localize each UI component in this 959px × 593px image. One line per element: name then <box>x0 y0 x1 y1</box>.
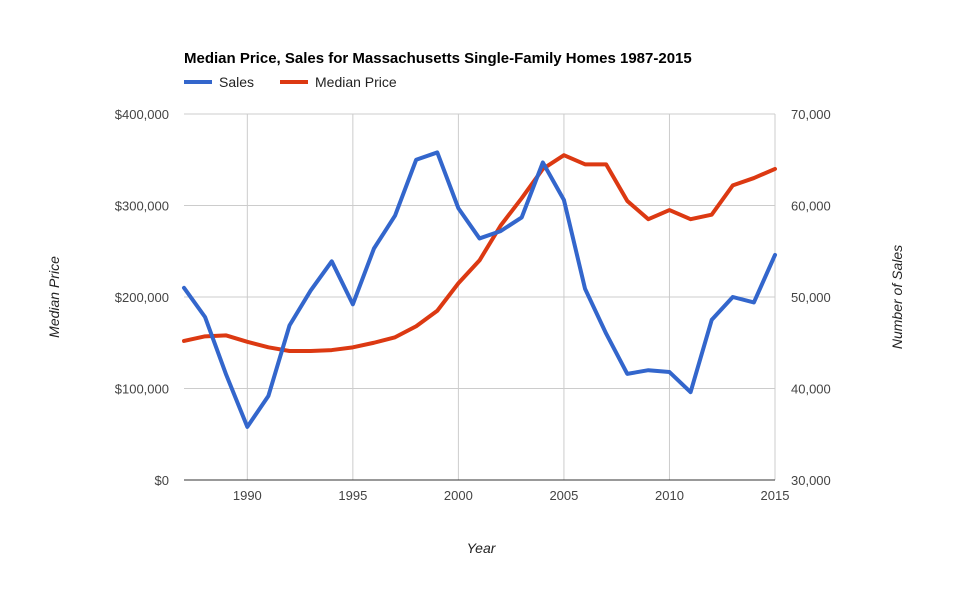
legend-label-median-price: Median Price <box>315 74 397 90</box>
x-tick-label: 1995 <box>338 488 367 503</box>
right-axis-ticks: 30,000 40,000 50,000 60,000 70,000 <box>791 107 831 488</box>
legend: Sales Median Price <box>184 74 397 90</box>
x-tick-label: 2000 <box>444 488 473 503</box>
left-axis-ticks: $0 $100,000 $200,000 $300,000 $400,000 <box>115 107 169 488</box>
x-axis-title: Year <box>467 540 497 556</box>
series-line-sales <box>182 150 777 429</box>
right-tick-label: 70,000 <box>791 107 831 122</box>
series-layer <box>182 150 777 429</box>
left-tick-label: $200,000 <box>115 290 169 305</box>
grid <box>184 113 776 481</box>
right-tick-label: 60,000 <box>791 199 831 214</box>
x-tick-label: 2015 <box>761 488 790 503</box>
left-tick-label: $0 <box>155 473 169 488</box>
right-tick-label: 30,000 <box>791 473 831 488</box>
left-axis-title: Median Price <box>46 256 62 338</box>
left-tick-label: $100,000 <box>115 382 169 397</box>
legend-label-sales: Sales <box>219 74 254 90</box>
chart-title: Median Price, Sales for Massachusetts Si… <box>184 50 692 67</box>
right-tick-label: 40,000 <box>791 382 831 397</box>
left-tick-label: $300,000 <box>115 199 169 214</box>
x-tick-label: 2005 <box>549 488 578 503</box>
x-axis-ticks: 1990 1995 2000 2005 2010 2015 <box>233 488 790 503</box>
right-tick-label: 50,000 <box>791 290 831 305</box>
series-line-median-price <box>182 153 777 353</box>
x-tick-label: 1990 <box>233 488 262 503</box>
left-tick-label: $400,000 <box>115 107 169 122</box>
x-tick-label: 2010 <box>655 488 684 503</box>
right-axis-title: Number of Sales <box>889 245 905 349</box>
